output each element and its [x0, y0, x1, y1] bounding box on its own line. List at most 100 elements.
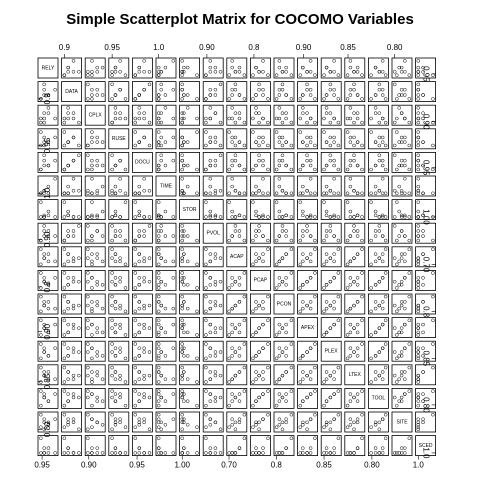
point [142, 322, 146, 327]
panel [297, 364, 319, 386]
point [277, 330, 282, 335]
point [380, 346, 385, 351]
point [137, 70, 142, 74]
x-tick-label: 0.8 [271, 461, 283, 470]
point [53, 451, 57, 455]
panel [226, 364, 248, 386]
point [62, 130, 67, 134]
point [403, 300, 407, 304]
point [324, 423, 329, 427]
point [213, 300, 218, 304]
point [242, 342, 247, 346]
point [377, 215, 382, 219]
point [421, 229, 425, 233]
point [39, 356, 43, 361]
panel [61, 104, 82, 126]
panel [155, 364, 177, 386]
panel [273, 246, 295, 268]
point [230, 451, 234, 455]
panel [344, 81, 366, 102]
point [113, 234, 118, 238]
point [251, 73, 255, 77]
panel [202, 317, 224, 339]
point [360, 318, 364, 323]
point [156, 356, 161, 361]
point [336, 294, 341, 299]
panel [367, 387, 389, 409]
point [328, 153, 333, 158]
point [133, 200, 138, 204]
point [90, 200, 94, 204]
point [373, 213, 378, 218]
point [355, 300, 360, 304]
point [71, 70, 76, 74]
point [159, 153, 163, 158]
panel [344, 199, 366, 221]
point [123, 116, 128, 121]
point [242, 412, 247, 417]
point [308, 70, 313, 74]
panel [131, 104, 153, 126]
point [180, 116, 184, 121]
point [355, 65, 360, 70]
point [182, 229, 186, 233]
panel [179, 340, 201, 362]
panel [415, 387, 437, 409]
point [42, 116, 46, 121]
point [395, 200, 399, 204]
panel [344, 175, 366, 197]
point [180, 70, 184, 74]
panel [61, 199, 82, 221]
point [298, 286, 303, 290]
point [171, 346, 176, 351]
point [42, 213, 46, 218]
point [110, 303, 114, 308]
point [100, 184, 105, 189]
diagonal-label: CPLX [89, 113, 103, 119]
diagonal-label: LTEX [349, 372, 362, 378]
point [369, 451, 373, 455]
point [324, 191, 329, 196]
point [180, 143, 184, 148]
point [208, 191, 213, 196]
point [137, 65, 142, 70]
point [336, 120, 341, 125]
panel [155, 340, 177, 362]
point [416, 276, 421, 280]
point [369, 200, 373, 204]
point [208, 370, 213, 374]
panel [391, 435, 413, 457]
panel [297, 81, 319, 102]
point [180, 346, 184, 351]
point [274, 356, 279, 361]
panel [155, 435, 177, 457]
x-tick-label: 1.0 [153, 43, 165, 52]
point [46, 370, 51, 374]
point [95, 252, 99, 256]
y-tick-label: 0.90 [43, 231, 52, 247]
point [257, 87, 261, 92]
point [266, 120, 270, 125]
point [324, 229, 329, 233]
point [392, 70, 397, 74]
point [266, 412, 270, 417]
point [156, 143, 161, 148]
point [360, 143, 364, 148]
point [395, 262, 399, 267]
point [185, 184, 190, 189]
point [230, 106, 234, 110]
point [156, 111, 161, 115]
point [137, 259, 142, 264]
point [328, 420, 333, 425]
point [110, 389, 114, 393]
point [254, 370, 258, 374]
point [42, 446, 46, 450]
point [266, 238, 270, 243]
point [332, 306, 336, 311]
panel [226, 411, 248, 433]
point [336, 238, 341, 243]
point [163, 234, 168, 238]
point [180, 395, 184, 400]
point [46, 213, 51, 218]
panel [391, 57, 413, 79]
